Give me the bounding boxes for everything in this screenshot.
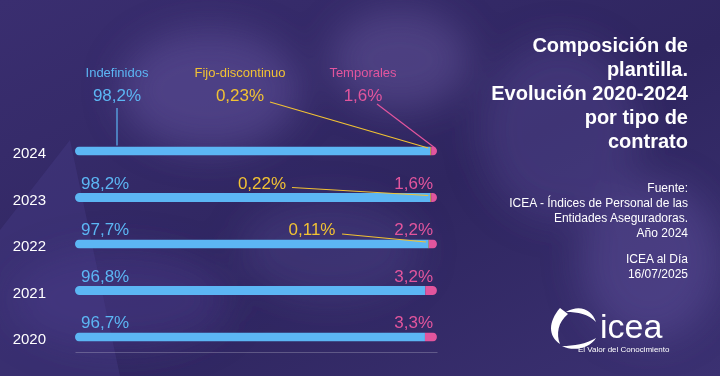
logo-mark xyxy=(551,308,596,349)
data-label: 1,6% xyxy=(394,174,433,193)
date-note: 16/07/2025 xyxy=(628,267,688,281)
bar-segment xyxy=(425,286,437,295)
title-line: plantilla. xyxy=(607,58,688,80)
source-note: Entidades Aseguradoras. xyxy=(554,211,688,225)
data-label: 2,2% xyxy=(394,220,433,239)
bar-segment xyxy=(429,240,437,249)
leader-line xyxy=(377,104,435,148)
y-axis: 2024 2023 2022 2021 2020 xyxy=(13,144,50,347)
title-line: por tipo de xyxy=(585,106,688,128)
y-tick-label: 2020 xyxy=(13,330,46,347)
y-tick-label: 2021 xyxy=(13,284,46,301)
background-decoration xyxy=(10,10,720,350)
data-label: 3,2% xyxy=(394,267,433,286)
date-note: ICEA al Día xyxy=(626,252,688,266)
data-label: 0,22% xyxy=(238,174,286,193)
legend-label: Indefinidos xyxy=(86,65,149,80)
data-label: 96,8% xyxy=(81,267,129,286)
chart-container: 2024 2023 2022 2021 2020 Indefinidos Fijo-disc… xyxy=(0,0,720,376)
labels: Indefinidos Fijo-discontinuo Temporales 98,… xyxy=(81,65,435,332)
background-blob xyxy=(120,30,300,150)
source-note: Año 2024 xyxy=(637,226,689,240)
y-tick: 2020 xyxy=(13,330,50,347)
background xyxy=(0,0,720,376)
legend-label: Temporales xyxy=(329,65,397,80)
source-note: ICEA - Índices de Personal de las xyxy=(509,195,688,210)
x-axis xyxy=(76,352,438,353)
bar-segment xyxy=(75,286,425,295)
chart-svg: 2024 2023 2022 2021 2020 Indefinidos Fijo-disc… xyxy=(0,0,720,376)
data-label: 98,2% xyxy=(93,86,141,105)
logo-tagline: El Valor del Conocimiento xyxy=(578,345,670,354)
data-label: 1,6% xyxy=(344,86,383,105)
bar-segment xyxy=(75,333,425,342)
title-line: Composición de xyxy=(532,34,688,56)
y-tick: 2024 xyxy=(13,144,50,161)
data-label: 96,7% xyxy=(81,313,129,332)
leader-line xyxy=(116,108,117,146)
data-label: 3,3% xyxy=(394,313,433,332)
plot-area xyxy=(75,147,437,342)
y-tick: 2021 xyxy=(13,284,50,301)
title: Composición deplantilla.Evolución 2020-2… xyxy=(491,34,689,152)
logo-text: icea xyxy=(600,307,662,345)
data-label: 0,11% xyxy=(289,220,336,239)
title-line: contrato xyxy=(608,130,688,152)
logo: iceaEl Valor del Conocimiento xyxy=(551,307,670,354)
title-line: Evolución 2020-2024 xyxy=(491,82,689,104)
x-axis-line xyxy=(76,352,438,353)
bar-segment xyxy=(75,240,429,249)
background-blob xyxy=(330,10,470,110)
background-blob xyxy=(240,200,420,300)
bar-segment xyxy=(75,147,430,156)
bar-segment xyxy=(431,193,437,202)
data-label: 97,7% xyxy=(81,220,129,239)
legend-label: Fijo-discontinuo xyxy=(194,65,285,80)
data-label: 0,23% xyxy=(216,86,264,105)
y-tick: 2022 xyxy=(13,237,50,254)
y-tick: 2023 xyxy=(13,191,50,208)
y-tick-label: 2024 xyxy=(13,144,46,161)
data-label: 98,2% xyxy=(81,174,129,193)
source-note: Fuente: xyxy=(647,181,688,195)
y-tick-label: 2022 xyxy=(13,237,46,254)
annotations: Fuente:ICEA - Índices de Personal de las… xyxy=(509,181,688,281)
bar-segment xyxy=(425,333,437,342)
y-tick-label: 2023 xyxy=(13,191,46,208)
bar-segment xyxy=(75,193,430,202)
